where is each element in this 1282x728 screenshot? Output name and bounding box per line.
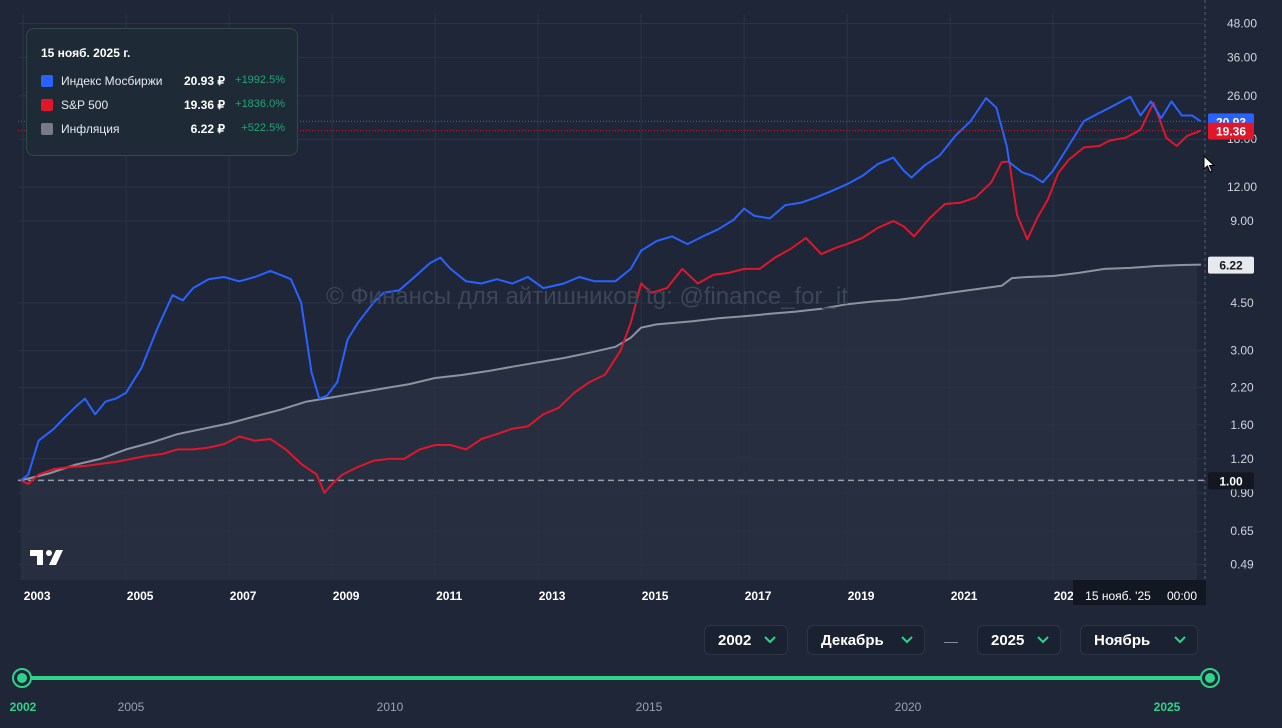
slider-label: 2015 <box>635 700 663 714</box>
end-year-select[interactable]: 2025 <box>977 625 1061 655</box>
legend-value: 19.36 ₽ <box>184 98 225 112</box>
crosshair-date-text: 15 нояб. '25 <box>1085 589 1151 603</box>
inflation-area <box>20 264 1201 580</box>
tooltip-date: 15 нояб. 2025 г. <box>41 46 131 60</box>
price-chart[interactable]: 48.0036.0026.0018.0012.009.004.503.002.2… <box>0 0 1282 610</box>
legend-change: +1992.5% <box>235 74 285 86</box>
inflation-swatch <box>41 123 53 135</box>
end-month-value: Ноябрь <box>1094 632 1151 649</box>
date-range-slider[interactable]: 2002 2005 2010 2015 2020 2025 <box>0 660 1282 728</box>
legend-name: S&P 500 <box>61 98 109 112</box>
chevron-down-icon <box>764 636 776 644</box>
legend-value: 6.22 ₽ <box>190 122 225 136</box>
x-tick-label: 2007 <box>230 589 257 603</box>
start-month-value: Декабрь <box>821 632 884 649</box>
chevron-down-icon <box>1174 636 1186 644</box>
axis-value-bg <box>1208 256 1254 274</box>
x-tick-label: 2013 <box>539 589 566 603</box>
y-tick-label: 26.00 <box>1227 89 1257 103</box>
axis-value-label: 6.22 <box>1208 256 1254 274</box>
legend-value: 20.93 ₽ <box>184 74 225 88</box>
x-tick-label: 2021 <box>951 589 978 603</box>
y-tick-label: 2.20 <box>1230 380 1254 394</box>
legend-change: +522.5% <box>241 122 285 134</box>
slider-start-handle[interactable] <box>12 668 32 688</box>
tradingview-logo-icon <box>30 550 63 565</box>
x-tick-label: 2009 <box>333 589 360 603</box>
end-month-select[interactable]: Ноябрь <box>1080 625 1198 655</box>
slider-label: 2020 <box>894 700 922 714</box>
axis-value-text: 6.22 <box>1219 259 1243 273</box>
slider-end-handle[interactable] <box>1200 668 1220 688</box>
x-tick-label: 2003 <box>24 589 51 603</box>
y-tick-label: 4.50 <box>1230 296 1254 310</box>
legend-row-moex: Индекс Мосбиржи 20.93 ₽ +1992.5% <box>41 73 291 89</box>
legend-name: Инфляция <box>61 122 120 136</box>
moex-swatch <box>41 75 53 87</box>
start-year-value: 2002 <box>718 632 752 649</box>
axis-value-bg <box>1208 122 1254 140</box>
chevron-down-icon <box>1037 636 1049 644</box>
axis-value-label: 1.00 <box>1208 472 1254 490</box>
y-tick-label: 1.60 <box>1230 418 1254 432</box>
range-separator: — <box>944 633 958 649</box>
x-tick-label: 2015 <box>642 589 669 603</box>
x-tick-label: 2011 <box>436 589 462 603</box>
sp500-swatch <box>41 99 53 111</box>
y-tick-label: 0.65 <box>1230 524 1254 538</box>
legend-row-sp500: S&P 500 19.36 ₽ +1836.0% <box>41 97 291 113</box>
axis-value-bg <box>1208 472 1254 490</box>
y-tick-label: 9.00 <box>1230 214 1254 228</box>
y-tick-label: 36.00 <box>1227 50 1257 64</box>
slider-track[interactable] <box>22 676 1210 680</box>
legend-name: Индекс Мосбиржи <box>61 74 163 88</box>
x-tick-label: 2019 <box>848 589 875 603</box>
axis-value-label: 19.36 <box>1208 122 1254 140</box>
y-tick-label: 1.20 <box>1230 452 1254 466</box>
crosshair-time-text: 00:00 <box>1167 589 1197 603</box>
tooltip-panel: 15 нояб. 2025 г. Индекс Мосбиржи 20.93 ₽… <box>26 28 298 156</box>
y-tick-label: 12.00 <box>1227 180 1257 194</box>
series-line-inflation <box>20 263 1201 482</box>
crosshair-date-bg <box>1073 580 1206 605</box>
x-tick-label: 2017 <box>745 589 772 603</box>
x-tick-label: 2005 <box>127 589 154 603</box>
chevron-down-icon <box>901 636 913 644</box>
slider-label: 2010 <box>376 700 404 714</box>
legend-change: +1836.0% <box>235 98 285 110</box>
slider-label: 2002 <box>9 700 37 714</box>
end-year-value: 2025 <box>991 632 1025 649</box>
series-line-moex <box>19 95 1202 482</box>
mouse-pointer-icon <box>1203 155 1215 173</box>
y-tick-label: 3.00 <box>1230 344 1254 358</box>
axis-value-text: 1.00 <box>1219 474 1243 488</box>
watermark: © Финансы для айтишников tg: @finance_fo… <box>326 283 848 310</box>
slider-label: 2005 <box>117 700 145 714</box>
crosshair-date-badge: 15 нояб. '25 00:00 <box>1073 580 1206 605</box>
axis-value-text: 19.36 <box>1216 125 1246 139</box>
legend-row-inflation: Инфляция 6.22 ₽ +522.5% <box>41 121 291 137</box>
slider-label: 2025 <box>1153 700 1181 714</box>
y-tick-label: 48.00 <box>1227 16 1257 30</box>
y-tick-label: 0.49 <box>1230 558 1254 572</box>
start-month-select[interactable]: Декабрь <box>807 625 925 655</box>
start-year-select[interactable]: 2002 <box>704 625 788 655</box>
series-line-sp500 <box>20 101 1202 494</box>
